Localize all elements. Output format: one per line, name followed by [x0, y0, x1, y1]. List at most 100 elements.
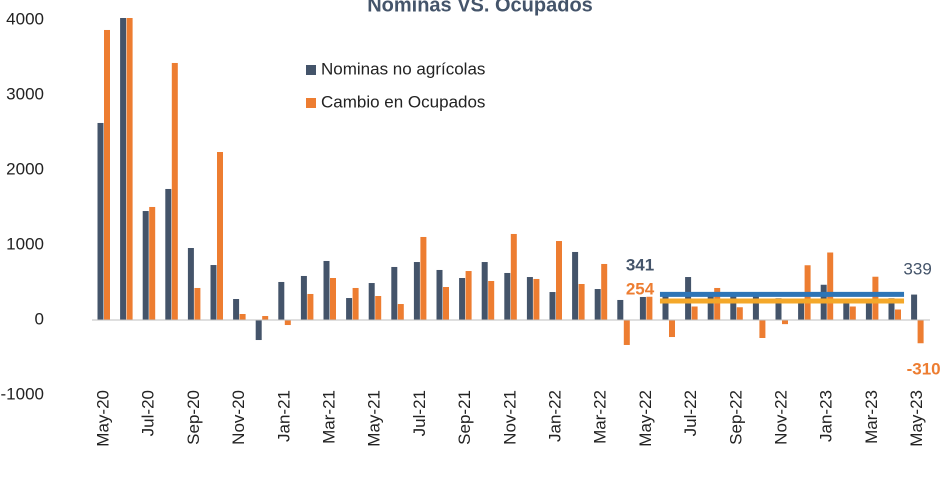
y-tick-label: 4000: [6, 9, 44, 28]
x-tick-label: May-23: [907, 390, 926, 447]
bar: [707, 296, 714, 320]
y-tick-label: -1000: [1, 384, 44, 403]
bar: [120, 18, 127, 321]
legend-label: Cambio en Ocupados: [321, 92, 485, 111]
bar: [391, 266, 398, 320]
bar: [782, 320, 788, 325]
bar: [187, 248, 194, 320]
bar: [149, 206, 156, 320]
bar: [239, 314, 246, 320]
bar: [397, 304, 404, 320]
average-label: 254: [626, 279, 655, 298]
bar: [917, 320, 924, 344]
bar: [669, 320, 675, 338]
x-tick-label: Nov-20: [229, 390, 248, 445]
x-tick-label: May-22: [636, 390, 655, 447]
bar: [413, 262, 420, 320]
y-tick-label: 0: [35, 309, 44, 328]
x-tick-label: Nov-22: [771, 390, 790, 445]
bar: [849, 306, 856, 320]
bar: [142, 211, 149, 320]
bar: [601, 263, 608, 320]
bar: [481, 262, 488, 320]
bar: [284, 320, 291, 326]
bar: [126, 18, 133, 320]
bar: [646, 296, 653, 320]
bar: [662, 293, 669, 320]
chart-title: Nominas VS. Ocupados: [367, 0, 593, 16]
bar: [759, 320, 766, 338]
bar: [549, 292, 556, 320]
bar: [510, 233, 517, 320]
bar: [775, 298, 782, 320]
legend-swatch: [306, 98, 316, 108]
bar: [262, 316, 269, 320]
x-tick-label: Mar-22: [591, 390, 610, 444]
bar: [465, 271, 472, 320]
bar: [436, 269, 443, 320]
bar: [307, 293, 314, 320]
bar: [488, 281, 495, 320]
bar: [827, 252, 834, 320]
x-tick-label: Sep-22: [726, 390, 745, 445]
bar: [165, 188, 172, 320]
bar: [171, 62, 178, 320]
bar: [459, 278, 466, 320]
bar: [617, 299, 624, 320]
bar: [300, 275, 307, 320]
bar: [572, 251, 579, 320]
x-tick-label: Jul-21: [410, 390, 429, 436]
bar: [533, 278, 540, 320]
bar: [752, 295, 759, 320]
bar: [872, 276, 879, 320]
data-label: -310: [907, 359, 941, 378]
bar: [911, 294, 918, 320]
bar: [104, 29, 110, 320]
bar: [888, 298, 895, 320]
x-tick-label: Jan-22: [545, 390, 564, 442]
x-tick-label: Sep-21: [455, 390, 474, 445]
bar: [443, 287, 449, 320]
bar: [736, 307, 743, 320]
x-tick-label: Nov-21: [500, 390, 519, 445]
x-tick-label: Mar-21: [319, 390, 338, 444]
bar: [375, 296, 382, 320]
bar: [210, 265, 217, 320]
bar: [526, 277, 533, 320]
bar: [194, 287, 201, 320]
bar: [420, 236, 427, 320]
y-tick-label: 2000: [6, 159, 44, 178]
legend-label: Nominas no agrícolas: [321, 59, 485, 78]
bar: [278, 281, 285, 320]
bar: [623, 320, 630, 345]
y-tick-label: 1000: [6, 234, 44, 253]
bar: [233, 299, 240, 320]
x-tick-label: Jul-22: [681, 390, 700, 436]
bar: [691, 306, 698, 320]
bar: [352, 287, 359, 320]
x-tick-label: Jan-23: [817, 390, 836, 442]
bar: [594, 289, 601, 320]
x-tick-label: Jan-21: [274, 390, 293, 442]
bar: [714, 287, 721, 320]
x-tick-label: May-21: [365, 390, 384, 447]
bar: [578, 284, 585, 320]
bar: [843, 301, 850, 320]
x-tick-label: Jul-20: [139, 390, 158, 436]
legend-swatch: [306, 65, 316, 75]
bar: [217, 152, 223, 320]
bar: [330, 278, 336, 320]
bar: [865, 303, 872, 320]
x-tick-label: Sep-20: [184, 390, 203, 445]
bar: [556, 241, 562, 320]
x-tick-label: May-20: [93, 390, 112, 447]
bar: [639, 296, 646, 320]
average-label: 341: [626, 255, 654, 274]
bar: [504, 272, 511, 320]
bar: [97, 122, 104, 320]
bar: [730, 293, 737, 320]
x-tick-label: Mar-23: [862, 390, 881, 444]
bar: [346, 298, 353, 320]
y-tick-label: 3000: [6, 84, 44, 103]
